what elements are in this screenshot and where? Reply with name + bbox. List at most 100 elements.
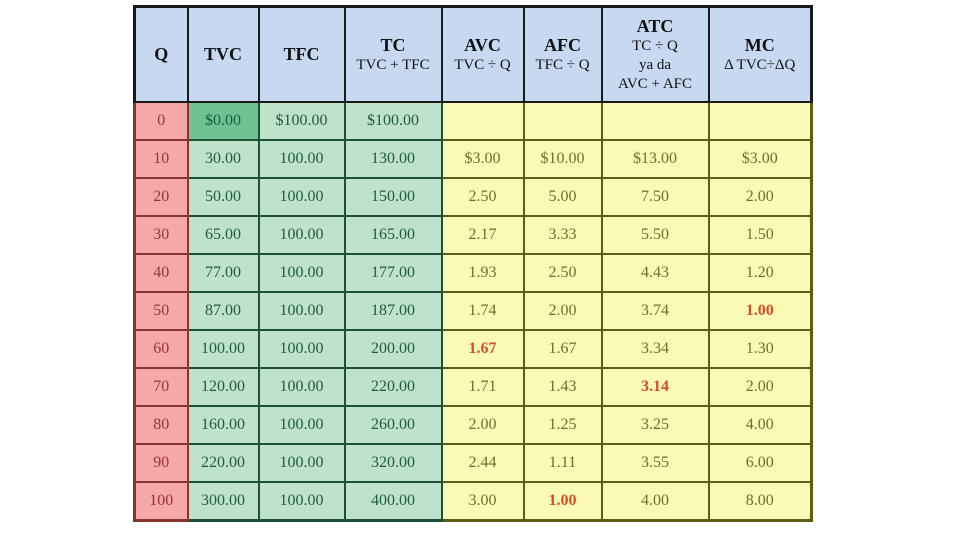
table-cell: 400.00 <box>343 481 443 522</box>
column-header-tc: TC TVC + TFC <box>343 5 443 103</box>
column-header-avc: AVC TVC ÷ Q <box>440 5 525 103</box>
table-cell: 100.00 <box>257 329 346 369</box>
table-cell <box>707 101 813 141</box>
table-cell: 2.50 <box>522 253 603 293</box>
table-cell: 5.50 <box>600 215 710 255</box>
table-cell: 6.00 <box>707 443 813 483</box>
table-cell: 320.00 <box>343 443 443 483</box>
table-cell: 7.50 <box>600 177 710 217</box>
column-header-atc: ATC TC ÷ Q ya da AVC + AFC <box>600 5 710 103</box>
table-cell: 70 <box>133 367 189 407</box>
column-header-label: Q <box>154 44 169 64</box>
column-header-formula: TC ÷ Q <box>632 37 678 54</box>
table-cell: 120.00 <box>186 367 260 407</box>
table-cell: 100.00 <box>257 367 346 407</box>
column-header-label: AVC <box>464 34 501 55</box>
cost-table: Q TVC TFC TC TVC + TFC AVC TVC ÷ Q AFC TFC ÷ Q AT… <box>133 5 813 522</box>
table-cell: 160.00 <box>186 405 260 445</box>
column-header-formula: TVC + TFC <box>356 56 430 73</box>
table-row: 70 120.00 100.00 220.00 1.71 1.43 3.14 2.00 <box>133 367 813 407</box>
table-cell: 2.50 <box>440 177 525 217</box>
table-cell: 100 <box>133 481 189 522</box>
table-cell: 2.44 <box>440 443 525 483</box>
table-cell: 1.00 <box>707 291 813 331</box>
table-cell: 1.93 <box>440 253 525 293</box>
table-cell: 1.67 <box>522 329 603 369</box>
table-row: 0 $0.00 $100.00 $100.00 <box>133 101 813 141</box>
table-row: 60 100.00 100.00 200.00 1.67 1.67 3.34 1.30 <box>133 329 813 369</box>
table-cell: 187.00 <box>343 291 443 331</box>
table-cell: 100.00 <box>186 329 260 369</box>
table-cell: 4.00 <box>707 405 813 445</box>
column-header-formula: ya da <box>638 56 672 73</box>
table-cell: 2.17 <box>440 215 525 255</box>
table-cell: 20 <box>133 177 189 217</box>
table-cell: 30 <box>133 215 189 255</box>
table-cell: 165.00 <box>343 215 443 255</box>
table-cell: 1.20 <box>707 253 813 293</box>
table-cell: 0 <box>133 101 189 141</box>
table-cell: 4.43 <box>600 253 710 293</box>
table-cell: 3.25 <box>600 405 710 445</box>
table-cell: $100.00 <box>343 101 443 141</box>
table-cell: 2.00 <box>522 291 603 331</box>
column-header-formula: AVC + AFC <box>617 75 693 92</box>
column-header-mc: MC Δ TVC÷ΔQ <box>707 5 813 103</box>
table-cell: 1.67 <box>440 329 525 369</box>
table-cell: 5.00 <box>522 177 603 217</box>
table-cell: 150.00 <box>343 177 443 217</box>
table-row: 50 87.00 100.00 187.00 1.74 2.00 3.74 1.00 <box>133 291 813 331</box>
table-cell: 2.00 <box>707 367 813 407</box>
table-cell: 60 <box>133 329 189 369</box>
table-cell: 90 <box>133 443 189 483</box>
table-row: 30 65.00 100.00 165.00 2.17 3.33 5.50 1.50 <box>133 215 813 255</box>
table-cell: 100.00 <box>257 291 346 331</box>
table-cell: 100.00 <box>257 405 346 445</box>
table-cell: 200.00 <box>343 329 443 369</box>
table-cell <box>522 101 603 141</box>
column-header-label: TC <box>380 34 406 55</box>
table-cell: 1.11 <box>522 443 603 483</box>
table-cell: $100.00 <box>257 101 346 141</box>
table-cell: 130.00 <box>343 139 443 179</box>
table-cell: $13.00 <box>600 139 710 179</box>
table-cell: 3.74 <box>600 291 710 331</box>
table-cell: $3.00 <box>440 139 525 179</box>
table-cell: 1.43 <box>522 367 603 407</box>
table-cell <box>600 101 710 141</box>
table-cell: 220.00 <box>343 367 443 407</box>
table-cell: 1.30 <box>707 329 813 369</box>
table-cell: 50 <box>133 291 189 331</box>
table-row: 80 160.00 100.00 260.00 2.00 1.25 3.25 4.00 <box>133 405 813 445</box>
table-cell: 100.00 <box>257 177 346 217</box>
table-row: 40 77.00 100.00 177.00 1.93 2.50 4.43 1.20 <box>133 253 813 293</box>
column-header-tfc: TFC <box>257 5 346 103</box>
table-cell: 3.00 <box>440 481 525 522</box>
table-cell: 3.34 <box>600 329 710 369</box>
table-cell: 100.00 <box>257 215 346 255</box>
table-cell: 10 <box>133 139 189 179</box>
table-cell: 80 <box>133 405 189 445</box>
table-cell: $10.00 <box>522 139 603 179</box>
column-header-tvc: TVC <box>186 5 260 103</box>
table-cell: 100.00 <box>257 139 346 179</box>
table-cell: 300.00 <box>186 481 260 522</box>
column-header-q: Q <box>133 5 189 103</box>
column-header-formula: TVC ÷ Q <box>454 56 511 73</box>
table-cell <box>440 101 525 141</box>
column-header-label: AFC <box>544 34 581 55</box>
table-body: 0 $0.00 $100.00 $100.00 10 30.00 100.00 130.00 $… <box>133 101 813 522</box>
column-header-label: TVC <box>203 44 242 64</box>
table-row: 100 300.00 100.00 400.00 3.00 1.00 4.00 8.00 <box>133 481 813 522</box>
column-header-label: ATC <box>636 15 674 36</box>
table-cell: 2.00 <box>707 177 813 217</box>
table-cell: 3.14 <box>600 367 710 407</box>
table-cell: 220.00 <box>186 443 260 483</box>
table-cell: 77.00 <box>186 253 260 293</box>
table-cell: 100.00 <box>257 481 346 522</box>
table-cell: 1.74 <box>440 291 525 331</box>
table-cell: 3.55 <box>600 443 710 483</box>
table-cell: 87.00 <box>186 291 260 331</box>
table-cell: 100.00 <box>257 443 346 483</box>
column-header-formula: TFC ÷ Q <box>535 56 590 73</box>
